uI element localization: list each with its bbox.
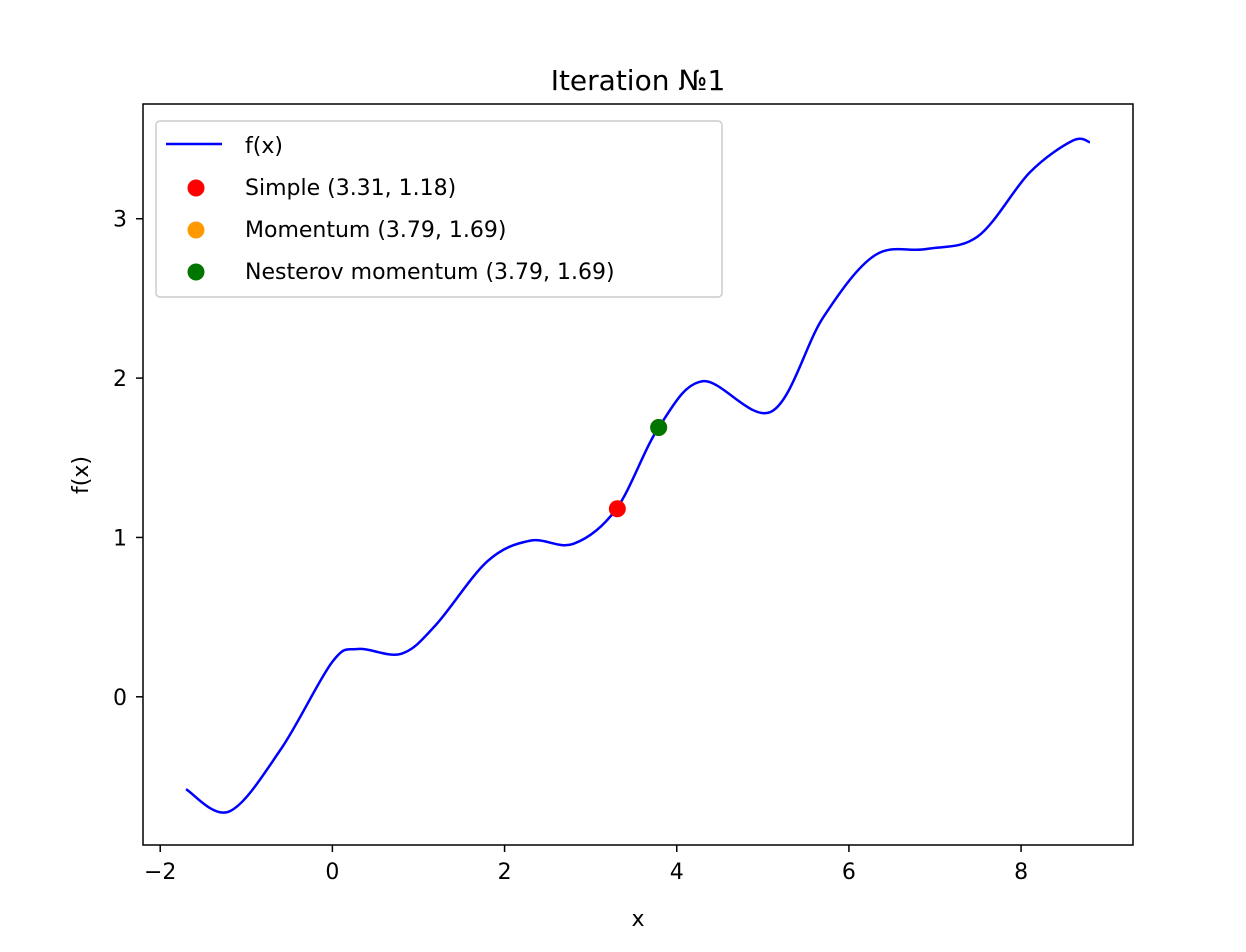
x-tick-label: 2 bbox=[498, 860, 512, 885]
y-axis-ticks: 0 1 2 3 bbox=[113, 208, 143, 711]
y-tick-label: 3 bbox=[113, 208, 127, 233]
legend-marker-momentum bbox=[187, 221, 205, 239]
y-axis-label: f(x) bbox=[69, 456, 94, 494]
x-tick-label: 6 bbox=[842, 860, 856, 885]
axes-frame bbox=[142, 103, 1134, 846]
plot-area bbox=[185, 137, 1091, 814]
legend-label-simple: Simple (3.31, 1.18) bbox=[245, 176, 456, 201]
legend-marker-simple bbox=[187, 179, 205, 197]
y-tick-label: 1 bbox=[113, 526, 127, 551]
legend-label-nesterov: Nesterov momentum (3.79, 1.69) bbox=[245, 260, 615, 285]
legend-label-momentum: Momentum (3.79, 1.69) bbox=[245, 218, 506, 243]
y-tick-label: 2 bbox=[113, 367, 127, 392]
x-tick-label: 0 bbox=[325, 860, 339, 885]
chart-title: Iteration №1 bbox=[551, 64, 726, 97]
x-tick-label: 8 bbox=[1014, 860, 1028, 885]
x-tick-label: −2 bbox=[144, 860, 176, 885]
x-axis-label: x bbox=[631, 907, 644, 932]
legend: f(x) Simple (3.31, 1.18) Momentum (3.79,… bbox=[155, 120, 723, 298]
point-simple bbox=[608, 500, 626, 518]
fx-line bbox=[185, 137, 1091, 814]
legend-box bbox=[155, 120, 723, 298]
y-tick-label: 0 bbox=[113, 686, 127, 711]
point-nesterov bbox=[650, 418, 668, 436]
x-tick-label: 4 bbox=[670, 860, 684, 885]
legend-label-fx: f(x) bbox=[245, 134, 283, 159]
legend-marker-nesterov bbox=[187, 263, 205, 281]
x-axis-ticks: −2 0 2 4 6 8 bbox=[144, 845, 1028, 885]
